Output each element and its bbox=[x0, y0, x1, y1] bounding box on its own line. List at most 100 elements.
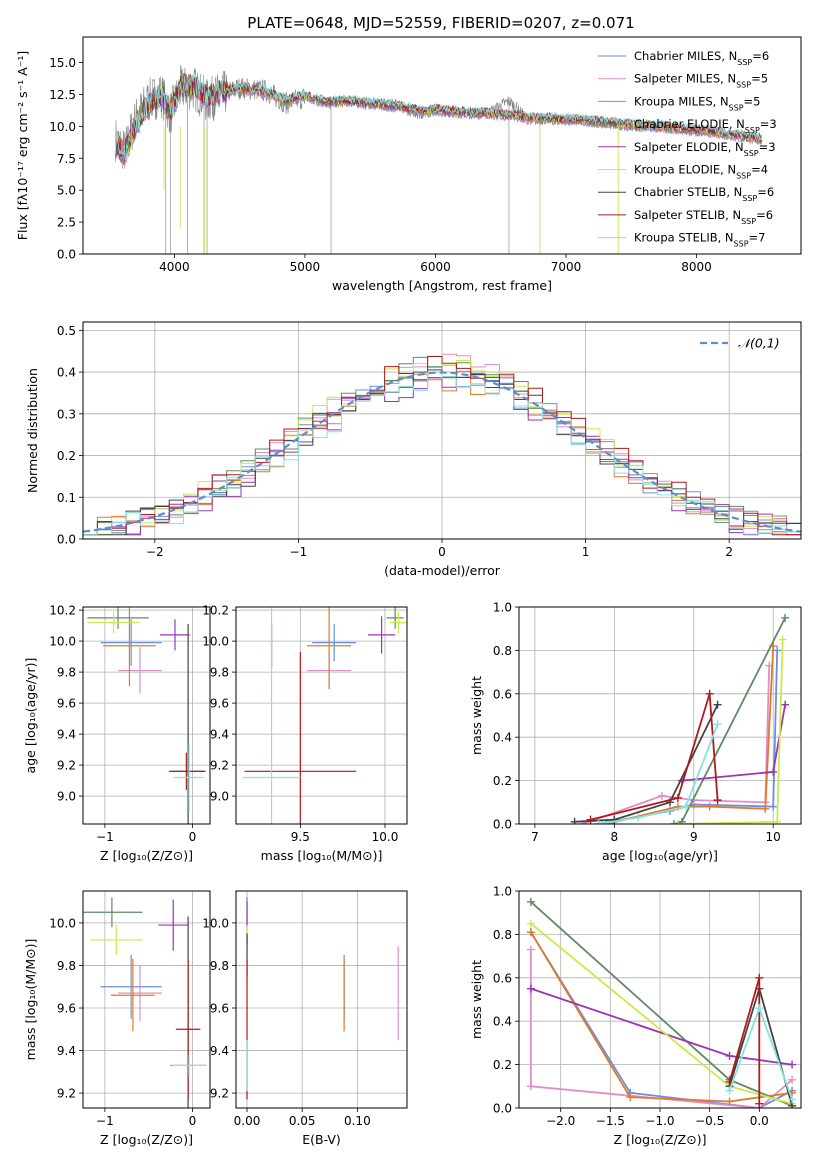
y-tick-label: 9.4 bbox=[210, 728, 229, 742]
x-tick-label: −1.0 bbox=[645, 1114, 674, 1128]
series-marker bbox=[788, 1060, 797, 1069]
x-tick-label: 0.00 bbox=[234, 1114, 261, 1128]
y-tick-label: 9.8 bbox=[57, 959, 76, 973]
y-axis-label: Normed distribution bbox=[25, 368, 40, 493]
series-marker bbox=[526, 928, 535, 937]
x-tick-label: −1 bbox=[290, 545, 308, 559]
panel-spectrum: 4000 5000 6000 7000 8000 0.0 2.5 5.0 7.5 10.0 12.5… bbox=[15, 36, 802, 293]
legend-entry: Salpeter MILES, NSSP=5 bbox=[634, 72, 768, 90]
errorbar-point bbox=[312, 624, 357, 662]
x-tick-label: 10 bbox=[766, 830, 781, 844]
y-tick-label: 10.0 bbox=[202, 635, 229, 649]
y-tick-label: 0.4 bbox=[493, 731, 512, 745]
series-marker bbox=[673, 820, 682, 824]
axes-frame bbox=[82, 36, 802, 255]
x-tick-label: 10.0 bbox=[372, 830, 399, 844]
plot-area bbox=[526, 897, 797, 1108]
y-axis-label: mass weight bbox=[469, 676, 484, 755]
x-tick-label: 1 bbox=[582, 545, 590, 559]
x-tick-label: −2 bbox=[146, 545, 164, 559]
x-tick-label: 0.10 bbox=[344, 1114, 371, 1128]
x-axis-label: mass [log₁₀(M/M⊙)] bbox=[261, 848, 383, 863]
y-tick-label: 9.0 bbox=[210, 790, 229, 804]
series-marker bbox=[602, 820, 611, 824]
axes-frame bbox=[235, 606, 408, 825]
y-tick-label: 0.8 bbox=[493, 644, 512, 658]
y-tick-label: 0.0 bbox=[57, 533, 76, 547]
series-line bbox=[530, 931, 793, 1103]
x-axis-label: age [log₁₀(age/yr)] bbox=[602, 848, 718, 863]
legend-entry: Salpeter ELODIE, NSSP=3 bbox=[634, 140, 776, 158]
plot-area bbox=[115, 65, 763, 254]
mass-weight-series bbox=[673, 635, 787, 824]
series-marker bbox=[769, 802, 778, 811]
errorbar-point bbox=[158, 899, 189, 951]
errorbar-point bbox=[307, 607, 352, 690]
panel-massweight_vs_Z: −2.0 −1.5 −1.0 −0.5 0.0 0.0 0.2 0.4 0.6 0.8 1.0 Z [… bbox=[469, 885, 802, 1147]
mass-weight-series bbox=[578, 661, 774, 824]
errorbar-point bbox=[174, 743, 204, 812]
x-tick-label: 0 bbox=[189, 1114, 197, 1128]
series-marker bbox=[526, 984, 535, 993]
errorbar-point bbox=[118, 965, 162, 1021]
series-marker bbox=[669, 820, 678, 824]
series-marker bbox=[677, 817, 686, 824]
plot-area bbox=[83, 353, 801, 536]
y-tick-label: 9.6 bbox=[57, 697, 76, 711]
y-tick-label: 0.2 bbox=[57, 449, 76, 463]
plot-area bbox=[83, 897, 207, 1108]
legend-entry: Chabrier STELIB, NSSP=6 bbox=[634, 185, 774, 203]
series-marker bbox=[761, 804, 770, 813]
x-axis-label: Z [log₁₀(Z/Z⊙)] bbox=[100, 848, 193, 863]
series-marker bbox=[773, 646, 782, 655]
mass-weight-series bbox=[526, 928, 797, 1106]
errorbar-point bbox=[118, 647, 162, 694]
axes-frame bbox=[82, 890, 211, 1109]
y-tick-label: 10.0 bbox=[49, 916, 76, 930]
y-tick-label: 9.4 bbox=[210, 1044, 229, 1058]
y-tick-label: 0.6 bbox=[493, 971, 512, 985]
series-line bbox=[530, 901, 793, 1107]
x-tick-label: −2.0 bbox=[546, 1114, 575, 1128]
series-marker bbox=[586, 815, 595, 824]
series-marker bbox=[773, 817, 782, 824]
y-tick-label: 10.0 bbox=[49, 635, 76, 649]
x-axis-label: (data-model)/error bbox=[384, 563, 501, 578]
y-tick-label: 9.8 bbox=[57, 666, 76, 680]
y-tick-label: 12.5 bbox=[49, 88, 76, 102]
series-marker bbox=[673, 793, 682, 802]
ticks: 9.5 10.0 9.0 9.2 9.4 9.6 9.8 10.0 10.2 bbox=[202, 604, 398, 844]
series-line bbox=[582, 665, 771, 824]
series-marker bbox=[778, 635, 787, 644]
errorbar-point bbox=[100, 954, 162, 1019]
plot-area bbox=[242, 607, 407, 824]
y-tick-label: 15.0 bbox=[49, 56, 76, 70]
x-axis-label: E(B-V) bbox=[302, 1132, 341, 1147]
mass-weight-series bbox=[526, 984, 797, 1069]
axes-frame bbox=[82, 606, 211, 825]
grid bbox=[236, 891, 407, 1108]
y-tick-label: 9.8 bbox=[210, 666, 229, 680]
series-line bbox=[728, 977, 761, 1104]
x-tick-label: 7000 bbox=[551, 260, 582, 274]
mass-weight-series bbox=[594, 720, 722, 824]
series-line bbox=[530, 949, 793, 1108]
residual-histogram bbox=[83, 374, 801, 536]
y-tick-label: 0.5 bbox=[57, 324, 76, 338]
y-axis-label: age [log₁₀(age/yr)] bbox=[23, 658, 38, 774]
y-tick-label: 0.4 bbox=[493, 1015, 512, 1029]
errorbar-point bbox=[111, 959, 155, 1032]
x-tick-label: 5000 bbox=[290, 260, 321, 274]
y-tick-label: 10.2 bbox=[49, 604, 76, 618]
grid bbox=[83, 891, 210, 1108]
y-tick-label: 0.0 bbox=[493, 818, 512, 832]
y-tick-label: 10.0 bbox=[49, 120, 76, 134]
series-marker bbox=[626, 1093, 635, 1102]
y-tick-label: 9.2 bbox=[210, 1087, 229, 1101]
series-marker bbox=[526, 919, 535, 928]
legend: Chabrier MILES, NSSP=6 Salpeter MILES, NS… bbox=[598, 49, 777, 248]
series-marker bbox=[610, 815, 619, 824]
errorbar-point bbox=[171, 1054, 207, 1077]
x-tick-label: 2 bbox=[725, 545, 733, 559]
residual-histogram bbox=[83, 356, 801, 536]
